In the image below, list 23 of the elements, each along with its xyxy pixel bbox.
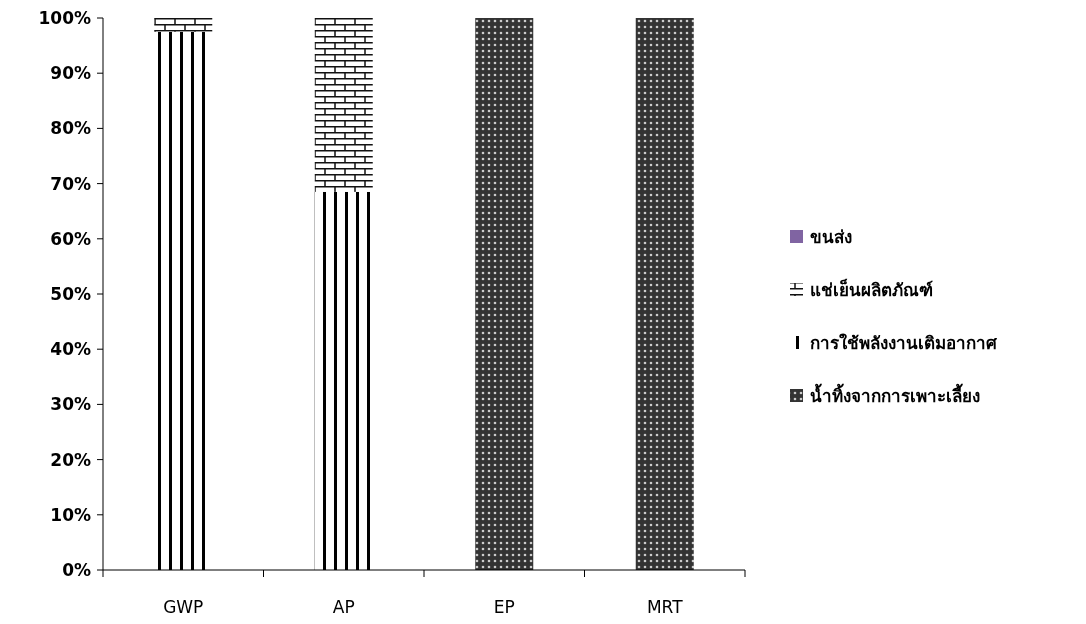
y-tick-label: 90% — [50, 63, 91, 84]
y-tick-label: 40% — [50, 339, 91, 360]
x-tick-label: EP — [493, 597, 515, 617]
y-tick-label: 60% — [50, 228, 91, 249]
bar — [314, 191, 373, 570]
legend-label: ขนส่ง — [810, 227, 852, 247]
legend-label: น้ำทิ้งจากการเพาะเลี้ยง — [810, 383, 980, 406]
bar — [475, 18, 534, 570]
legend-label: การใช้พลังงานเติมอากาศ — [810, 333, 998, 353]
y-tick-label: 100% — [38, 8, 91, 28]
y-tick-label: 30% — [50, 394, 91, 415]
x-tick-label: AP — [332, 597, 355, 617]
legend-label: แช่เย็นผลิตภัณฑ์ — [810, 278, 933, 300]
y-tick-label: 50% — [50, 284, 91, 304]
bar — [635, 18, 694, 570]
y-tick-label: 70% — [50, 173, 91, 194]
x-tick-label: MRT — [646, 597, 684, 617]
y-tick-label: 0% — [62, 560, 91, 580]
y-tick-label: 80% — [50, 118, 91, 139]
bar — [154, 18, 213, 32]
y-tick-label: 20% — [50, 449, 91, 470]
y-tick-label: 10% — [50, 504, 91, 525]
x-tick-label: GWP — [163, 597, 204, 617]
